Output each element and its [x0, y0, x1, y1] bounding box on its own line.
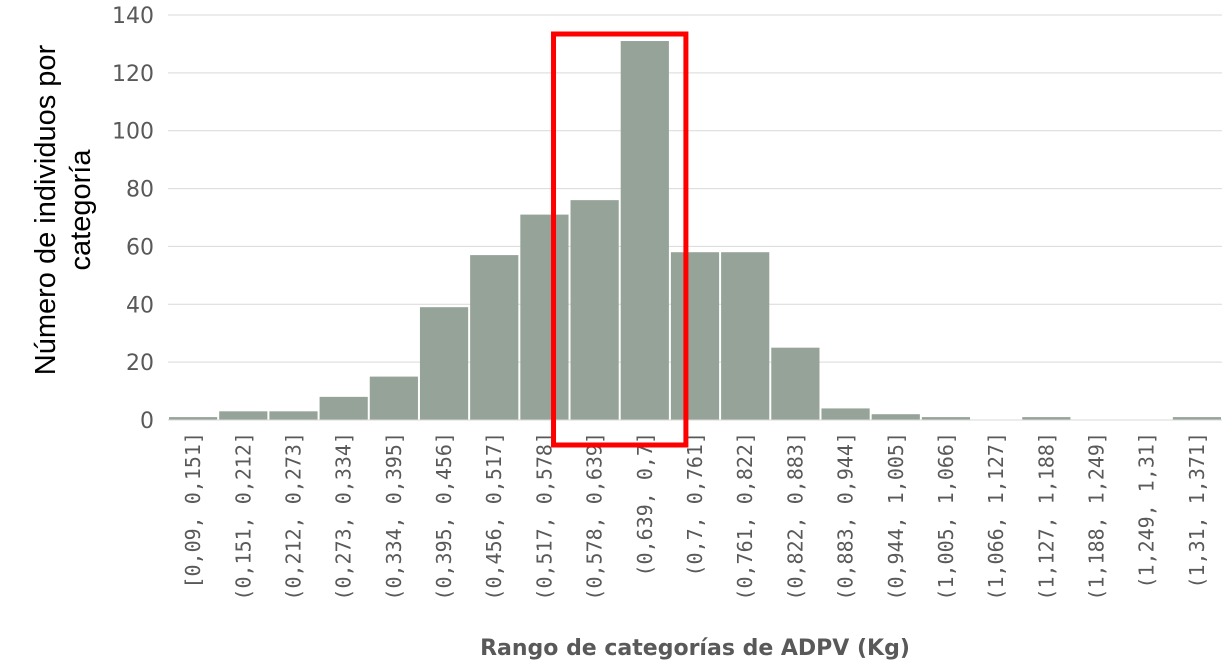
y-tick-label: 20	[126, 351, 154, 376]
y-tick-label: 80	[126, 178, 154, 203]
x-tick-label: (0,212, 0,273]	[281, 432, 305, 601]
bar	[470, 255, 519, 420]
bar	[169, 417, 218, 420]
bar	[1022, 417, 1071, 420]
y-tick-label: 140	[112, 4, 154, 29]
x-tick-label: (0,395, 0,456]	[432, 432, 456, 601]
bar	[670, 252, 720, 420]
x-tick-label: (1,31, 1,371]	[1185, 432, 1209, 589]
y-tick-label: 40	[126, 293, 154, 318]
bar	[721, 252, 770, 420]
bar	[419, 307, 469, 420]
x-tick-label: (0,761, 0,822]	[733, 432, 757, 601]
x-tick-label: (0,273, 0,334]	[332, 432, 356, 601]
bar	[821, 408, 870, 420]
x-tick-label: (1,005, 1,066]	[934, 432, 958, 601]
x-tick-label: (1,188, 1,249]	[1085, 432, 1109, 601]
bar	[570, 200, 619, 420]
bar	[771, 347, 820, 420]
x-tick-label: (0,334, 0,395]	[382, 432, 406, 601]
bar	[319, 396, 368, 420]
bar	[219, 411, 268, 420]
x-tick-label: (1,127, 1,188]	[1034, 432, 1058, 601]
bar	[269, 411, 318, 420]
x-tick-label: (0,639, 0,7]	[633, 432, 657, 577]
x-tick-label: (0,456, 0,517]	[482, 432, 506, 601]
bar	[520, 214, 569, 420]
bar	[1172, 417, 1221, 420]
y-tick-label: 60	[126, 235, 154, 260]
y-axis-label-line-1: Número de individuos por	[30, 44, 62, 375]
y-tick-label: 0	[140, 409, 154, 434]
bars	[169, 41, 1221, 421]
x-tick-label: (0,944, 1,005]	[884, 432, 908, 601]
x-tick-label: (0,822, 0,883]	[783, 432, 807, 601]
x-tick-label: [0,09, 0,151]	[181, 432, 205, 589]
bar	[369, 376, 418, 420]
highlight-box	[551, 31, 689, 448]
x-axis-ticks: [0,09, 0,151] (0,151, 0,212] (0,212, 0,273…	[181, 432, 1209, 601]
bar	[871, 414, 920, 420]
gridlines	[168, 14, 1222, 363]
y-tick-label: 120	[112, 62, 154, 87]
x-axis-label: Rango de categorías de ADPV (Kg)	[480, 636, 910, 661]
x-tick-label: (0,7, 0,761]	[683, 432, 707, 577]
x-tick-label: (0,883, 0,944]	[834, 432, 858, 601]
x-tick-label: (1,066, 1,127]	[984, 432, 1008, 601]
x-tick-label: (0,517, 0,578]	[532, 432, 556, 601]
bar	[921, 417, 971, 420]
y-axis-ticks: 0 20 40 60 80 100 120 140	[112, 4, 154, 434]
y-axis-label-line-2: categoría	[65, 149, 97, 271]
y-tick-label: 100	[112, 120, 154, 145]
x-tick-label: (0,578, 0,639]	[583, 432, 607, 601]
x-tick-label: (0,151, 0,212]	[231, 432, 255, 601]
x-tick-label: (1,249, 1,31]	[1135, 432, 1159, 589]
bar	[620, 41, 669, 421]
